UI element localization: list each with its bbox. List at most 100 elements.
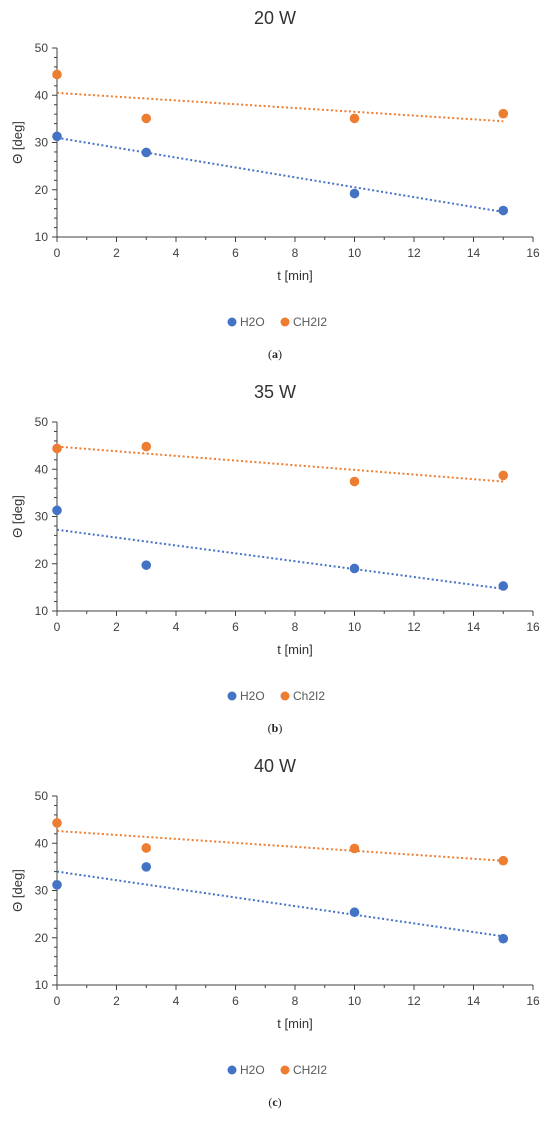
chart-svg: 35 W 10 20 30 40 50 0 2 4 6 8 10 12 14 16 t [min] Θ [deg… [10, 382, 540, 735]
figure-caption: (a) [268, 347, 282, 361]
trendline-h2o [56, 136, 504, 213]
data-point-ch2i2 [52, 443, 62, 454]
x-tick-label: 8 [292, 620, 299, 634]
x-tick-label: 6 [232, 246, 239, 260]
x-tick-label: 0 [54, 994, 61, 1008]
chart-panel-40w: 40 W 10 20 30 40 50 0 2 4 6 8 10 12 14 16 t [min] Θ [deg… [0, 748, 550, 1122]
y-tick-label: 30 [35, 136, 49, 150]
trendline-h2o [56, 870, 504, 938]
legend-marker [227, 691, 237, 701]
x-tick-label: 2 [113, 246, 120, 260]
x-tick-label: 4 [173, 620, 180, 634]
x-tick-label: 10 [348, 994, 362, 1008]
figure-caption: (b) [268, 721, 283, 735]
legend-label: H2O [240, 1063, 265, 1077]
x-tick-label: 6 [232, 994, 239, 1008]
x-tick-label: 14 [467, 994, 481, 1008]
data-point-ch2i2 [141, 843, 152, 853]
trendline-h2o [56, 528, 504, 590]
data-point-ch2i2 [349, 113, 360, 124]
x-tick-label: 8 [292, 994, 299, 1008]
x-tick-label: 4 [173, 246, 180, 260]
data-point-ch2i2 [498, 470, 509, 481]
y-tick-label: 20 [35, 931, 49, 945]
legend-marker [227, 317, 237, 327]
chart-title: 40 W [254, 756, 296, 776]
data-point-h2o [498, 581, 509, 591]
x-tick-label: 0 [54, 620, 61, 634]
legend-marker [280, 691, 290, 701]
y-tick-label: 40 [35, 836, 49, 850]
chart-panel-20w: 20 W 10 20 30 40 50 0 2 4 6 8 10 12 14 16 t [min] Θ [deg… [0, 0, 550, 374]
data-point-ch2i2 [498, 855, 509, 866]
trendline-ch2i2 [56, 445, 504, 483]
data-point-h2o [141, 560, 152, 570]
figure-caption: (c) [268, 1095, 281, 1109]
data-point-h2o [349, 907, 360, 918]
legend-label: CH2I2 [293, 315, 327, 329]
data-point-ch2i2 [498, 108, 509, 119]
data-point-h2o [349, 188, 360, 199]
chart-title: 35 W [254, 382, 296, 402]
y-tick-label: 20 [35, 183, 49, 197]
data-point-h2o [52, 880, 62, 890]
data-point-ch2i2 [349, 476, 360, 487]
x-tick-label: 2 [113, 620, 120, 634]
chart-title: 20 W [254, 8, 296, 28]
y-tick-label: 40 [35, 462, 49, 476]
trendline-ch2i2 [56, 829, 504, 862]
x-tick-label: 16 [526, 994, 540, 1008]
y-tick-label: 30 [35, 884, 49, 898]
y-tick-label: 10 [35, 978, 49, 992]
y-tick-label: 10 [35, 604, 49, 618]
data-point-h2o [52, 505, 62, 516]
x-tick-label: 12 [407, 246, 421, 260]
data-point-h2o [498, 205, 509, 216]
x-tick-label: 14 [467, 620, 481, 634]
x-tick-label: 6 [232, 620, 239, 634]
x-tick-label: 14 [467, 246, 481, 260]
chart-svg: 40 W 10 20 30 40 50 0 2 4 6 8 10 12 14 16 t [min] Θ [deg… [10, 756, 540, 1109]
y-tick-label: 50 [35, 415, 49, 429]
data-point-ch2i2 [141, 113, 152, 124]
data-point-h2o [141, 862, 152, 872]
data-point-ch2i2 [52, 69, 62, 80]
legend-label: Ch2I2 [293, 689, 325, 703]
data-point-h2o [498, 933, 509, 944]
data-point-ch2i2 [349, 843, 360, 854]
trendline-ch2i2 [56, 91, 504, 123]
y-tick-label: 10 [35, 230, 49, 244]
x-axis-label: t [min] [277, 1016, 312, 1031]
data-point-h2o [52, 131, 62, 142]
x-tick-label: 12 [407, 994, 421, 1008]
x-tick-label: 0 [54, 246, 61, 260]
legend-marker [280, 1065, 290, 1075]
y-axis-label: Θ [deg] [10, 121, 25, 164]
y-tick-label: 40 [35, 88, 49, 102]
x-axis-label: t [min] [277, 268, 312, 283]
caption-letter: b [272, 721, 279, 735]
x-axis-label: t [min] [277, 642, 312, 657]
x-tick-label: 12 [407, 620, 421, 634]
x-tick-label: 16 [526, 246, 540, 260]
x-tick-label: 16 [526, 620, 540, 634]
data-point-ch2i2 [52, 818, 62, 828]
data-point-ch2i2 [141, 441, 152, 452]
chart-panel-35w: 35 W 10 20 30 40 50 0 2 4 6 8 10 12 14 16 t [min] Θ [deg… [0, 374, 550, 748]
data-point-h2o [141, 147, 152, 158]
x-tick-label: 2 [113, 994, 120, 1008]
legend-marker [280, 317, 290, 327]
x-tick-label: 8 [292, 246, 299, 260]
x-tick-label: 4 [173, 994, 180, 1008]
legend-label: CH2I2 [293, 1063, 327, 1077]
chart-svg: 20 W 10 20 30 40 50 0 2 4 6 8 10 12 14 16 t [min] Θ [deg… [10, 8, 540, 361]
y-axis-label: Θ [deg] [10, 495, 25, 538]
y-tick-label: 50 [35, 789, 49, 803]
y-tick-label: 20 [35, 557, 49, 571]
x-tick-label: 10 [348, 620, 362, 634]
x-tick-label: 10 [348, 246, 362, 260]
caption-letter: a [272, 347, 278, 361]
caption-letter: c [272, 1095, 278, 1109]
legend-label: H2O [240, 689, 265, 703]
legend-label: H2O [240, 315, 265, 329]
